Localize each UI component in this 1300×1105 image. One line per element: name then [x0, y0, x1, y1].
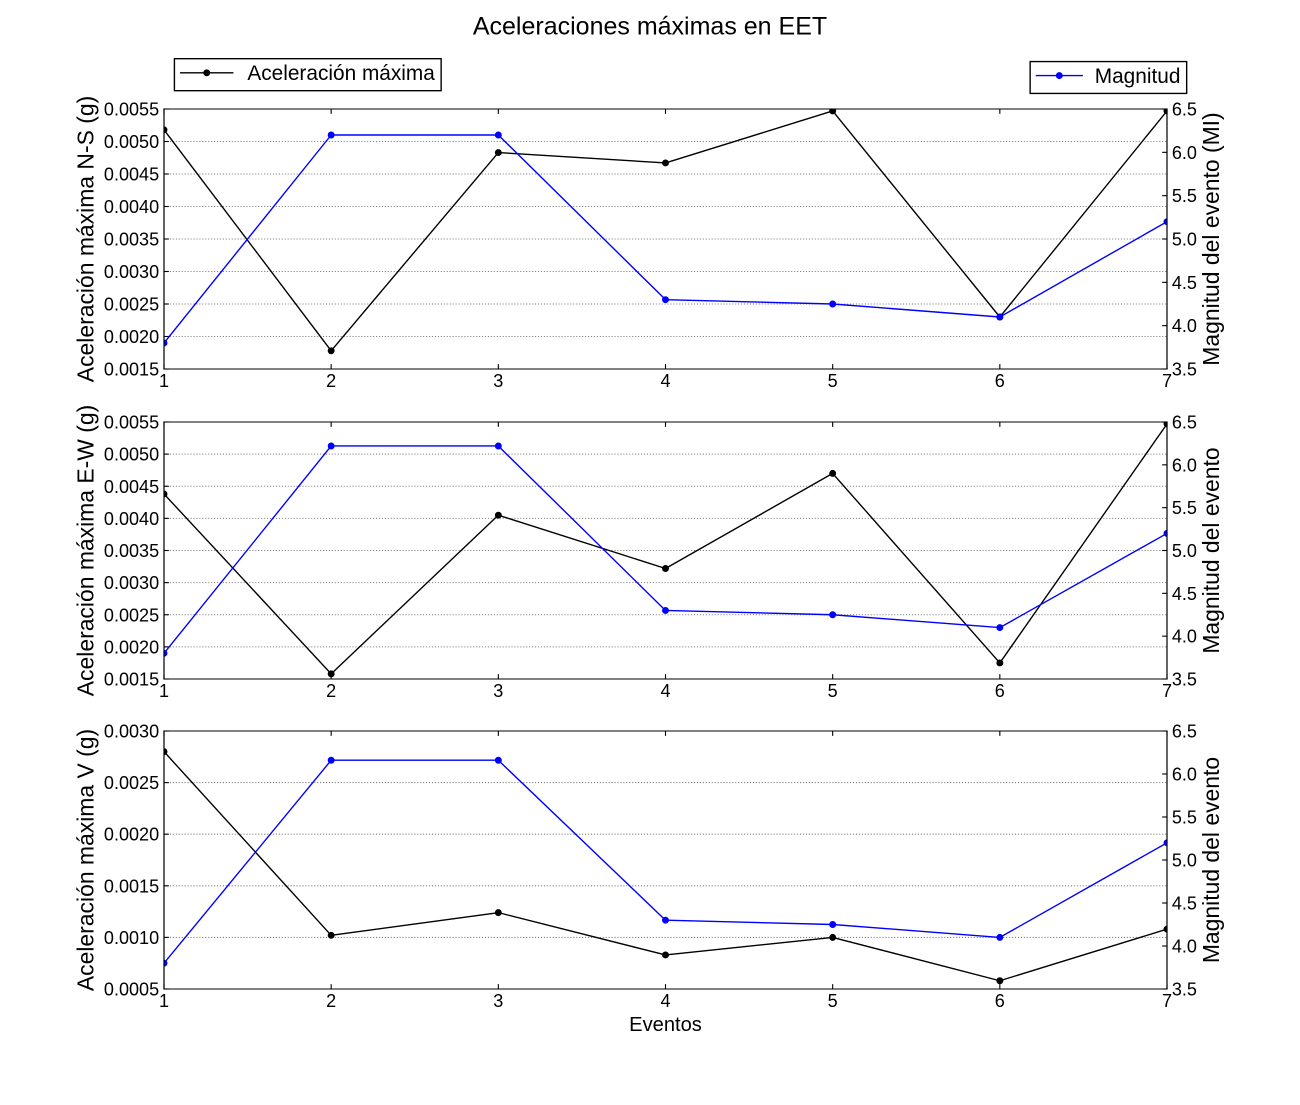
- svg-text:7: 7: [1162, 371, 1172, 391]
- svg-text:3.5: 3.5: [1172, 360, 1197, 380]
- svg-text:3: 3: [493, 371, 503, 391]
- svg-text:0.0050: 0.0050: [104, 132, 159, 152]
- svg-text:4: 4: [660, 681, 670, 701]
- svg-text:0.0050: 0.0050: [104, 445, 159, 465]
- svg-text:Aceleraciones máximas en EET: Aceleraciones máximas en EET: [473, 13, 827, 41]
- svg-text:1: 1: [159, 991, 169, 1011]
- svg-text:3: 3: [493, 991, 503, 1011]
- svg-text:3: 3: [493, 681, 503, 701]
- svg-text:3.5: 3.5: [1172, 670, 1197, 690]
- svg-text:0.0025: 0.0025: [104, 295, 159, 315]
- svg-text:6: 6: [995, 991, 1005, 1011]
- svg-text:4.5: 4.5: [1172, 584, 1197, 604]
- svg-text:6.0: 6.0: [1172, 765, 1197, 785]
- svg-text:3.5: 3.5: [1172, 980, 1197, 1000]
- svg-text:0.0015: 0.0015: [104, 876, 159, 896]
- svg-text:0.0055: 0.0055: [104, 413, 159, 433]
- svg-text:7: 7: [1162, 991, 1172, 1011]
- svg-text:0.0020: 0.0020: [104, 637, 159, 657]
- svg-text:6.0: 6.0: [1172, 143, 1197, 163]
- svg-text:0.0025: 0.0025: [104, 605, 159, 625]
- svg-text:6.0: 6.0: [1172, 455, 1197, 475]
- svg-text:0.0015: 0.0015: [104, 360, 159, 380]
- svg-text:Magnitud del evento: Magnitud del evento: [1198, 757, 1224, 963]
- svg-text:7: 7: [1162, 681, 1172, 701]
- svg-text:6.5: 6.5: [1172, 100, 1197, 120]
- svg-text:4.5: 4.5: [1172, 273, 1197, 293]
- svg-text:Magnitud del evento: Magnitud del evento: [1198, 447, 1224, 653]
- svg-text:5.0: 5.0: [1172, 851, 1197, 871]
- svg-text:0.0025: 0.0025: [104, 773, 159, 793]
- svg-text:0.0020: 0.0020: [104, 825, 159, 845]
- svg-text:5: 5: [828, 681, 838, 701]
- svg-text:5.5: 5.5: [1172, 186, 1197, 206]
- svg-text:Aceleración máxima V (g): Aceleración máxima V (g): [73, 729, 99, 991]
- svg-text:0.0015: 0.0015: [104, 670, 159, 690]
- svg-text:0.0035: 0.0035: [104, 230, 159, 250]
- svg-text:2: 2: [326, 371, 336, 391]
- svg-text:Aceleración máxima N-S (g): Aceleración máxima N-S (g): [73, 96, 99, 382]
- svg-text:5: 5: [828, 991, 838, 1011]
- svg-text:0.0040: 0.0040: [104, 509, 159, 529]
- svg-text:4: 4: [660, 991, 670, 1011]
- svg-text:Magnitud: Magnitud: [1095, 65, 1181, 88]
- svg-text:Eventos: Eventos: [629, 1014, 702, 1036]
- svg-text:4.0: 4.0: [1172, 937, 1197, 957]
- svg-text:0.0005: 0.0005: [104, 980, 159, 1000]
- svg-text:5.5: 5.5: [1172, 808, 1197, 828]
- svg-text:Aceleración máxima: Aceleración máxima: [247, 62, 435, 85]
- svg-text:4.5: 4.5: [1172, 894, 1197, 914]
- svg-text:0.0030: 0.0030: [104, 722, 159, 742]
- svg-text:4.0: 4.0: [1172, 316, 1197, 336]
- svg-text:5.0: 5.0: [1172, 541, 1197, 561]
- svg-text:0.0030: 0.0030: [104, 262, 159, 282]
- svg-text:0.0010: 0.0010: [104, 928, 159, 948]
- svg-text:0.0030: 0.0030: [104, 573, 159, 593]
- svg-text:0.0045: 0.0045: [104, 477, 159, 497]
- svg-text:5: 5: [828, 371, 838, 391]
- svg-text:4.0: 4.0: [1172, 627, 1197, 647]
- svg-text:6.5: 6.5: [1172, 722, 1197, 742]
- svg-text:1: 1: [159, 371, 169, 391]
- svg-text:6: 6: [995, 371, 1005, 391]
- svg-text:0.0045: 0.0045: [104, 165, 159, 185]
- svg-text:0.0035: 0.0035: [104, 541, 159, 561]
- svg-text:2: 2: [326, 681, 336, 701]
- svg-text:0.0020: 0.0020: [104, 327, 159, 347]
- svg-text:Magnitud del evento (MI): Magnitud del evento (MI): [1198, 112, 1224, 365]
- svg-text:6.5: 6.5: [1172, 413, 1197, 433]
- svg-text:6: 6: [995, 681, 1005, 701]
- svg-text:0.0040: 0.0040: [104, 197, 159, 217]
- svg-text:0.0055: 0.0055: [104, 100, 159, 120]
- svg-text:Aceleración máxima E-W (g): Aceleración máxima E-W (g): [73, 405, 99, 696]
- svg-text:5.5: 5.5: [1172, 498, 1197, 518]
- svg-text:5.0: 5.0: [1172, 230, 1197, 250]
- svg-text:4: 4: [660, 371, 670, 391]
- svg-text:1: 1: [159, 681, 169, 701]
- svg-text:2: 2: [326, 991, 336, 1011]
